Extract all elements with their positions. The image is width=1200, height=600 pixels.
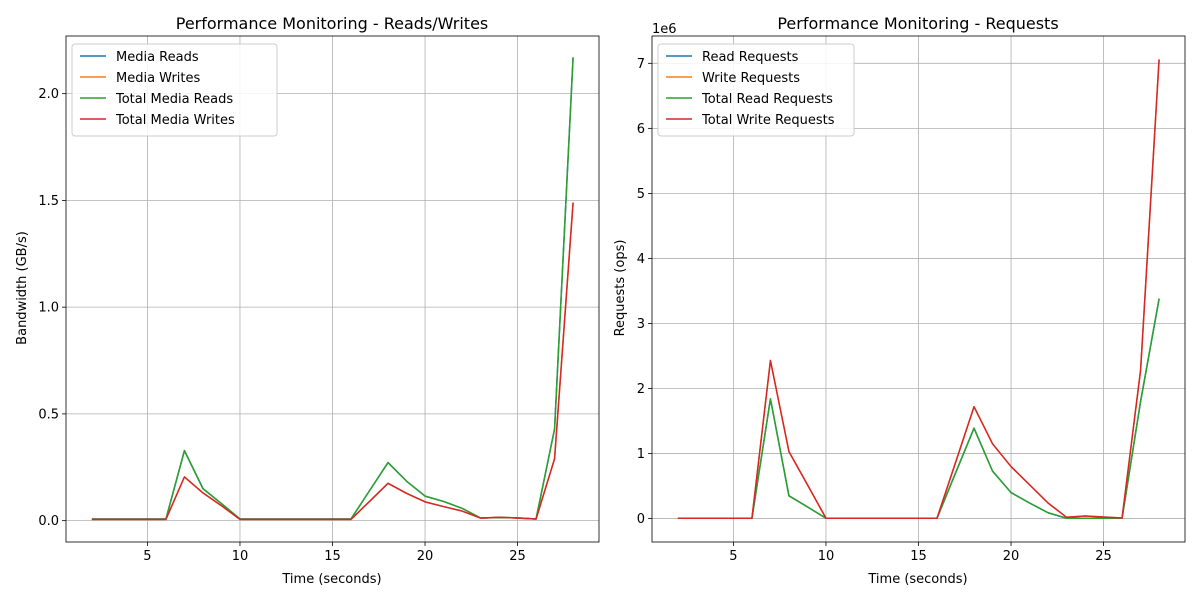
- x-tick-label: 5: [143, 549, 151, 564]
- y-tick-label: 2.0: [38, 87, 59, 102]
- left-y-axis-label: Bandwidth (GB/s): [15, 231, 30, 345]
- right-plot-area: 5 10 15 20 25 0 1 2 3 4 5 6 7 Read Requests Write Requ…: [637, 35, 1186, 564]
- x-tick-label: 10: [232, 549, 249, 564]
- left-chart: Performance Monitoring - Reads/Writes Ti…: [15, 14, 600, 587]
- y-tick-label: 1.5: [38, 194, 59, 209]
- legend-label: Total Write Requests: [701, 113, 835, 128]
- legend-label: Total Media Writes: [115, 113, 235, 128]
- y-tick-label: 7: [637, 57, 645, 72]
- left-chart-title: Performance Monitoring - Reads/Writes: [176, 14, 489, 33]
- y-tick-label: 0: [637, 512, 645, 527]
- left-x-axis-label: Time (seconds): [281, 572, 381, 587]
- legend-box: [71, 43, 278, 137]
- y-tick-label: 5: [637, 187, 645, 202]
- right-x-axis-label: Time (seconds): [867, 572, 967, 587]
- left-series-line-4: [91, 202, 574, 521]
- x-tick-label: 25: [509, 549, 526, 564]
- legend-label: Media Reads: [116, 50, 199, 65]
- legend-label: Total Read Requests: [701, 92, 833, 107]
- y-tick-label: 2: [637, 382, 645, 397]
- x-tick-label: 15: [910, 549, 927, 564]
- y-tick-label: 1: [637, 447, 645, 462]
- x-tick-label: 5: [729, 549, 737, 564]
- x-tick-label: 10: [818, 549, 835, 564]
- right-y-axis-label: Requests (ops): [613, 240, 628, 337]
- x-tick-label: 15: [324, 549, 341, 564]
- x-tick-label: 20: [417, 549, 434, 564]
- legend-label: Total Media Reads: [115, 92, 233, 107]
- y-tick-label: 1.0: [38, 301, 59, 316]
- right-offset-text: 1e6: [652, 22, 677, 37]
- legend-label: Write Requests: [702, 71, 800, 86]
- right-chart-title: Performance Monitoring - Requests: [777, 14, 1058, 33]
- legend-label: Read Requests: [702, 50, 799, 65]
- legend-label: Media Writes: [116, 71, 200, 86]
- legend-box: [657, 43, 855, 137]
- y-tick-label: 6: [637, 122, 645, 137]
- x-tick-label: 20: [1003, 549, 1020, 564]
- y-tick-label: 0.5: [38, 407, 59, 422]
- right-legend: Read Requests Write Requests Total Read Re…: [657, 43, 855, 137]
- right-chart: Performance Monitoring - Requests Time (…: [613, 14, 1186, 587]
- x-tick-label: 25: [1095, 549, 1112, 564]
- y-tick-label: 3: [637, 317, 645, 332]
- y-tick-label: 0.0: [38, 514, 59, 529]
- y-tick-label: 4: [637, 252, 645, 267]
- left-legend: Media Reads Media Writes Total Media Reads…: [71, 43, 278, 137]
- right-series-line-4: [677, 59, 1160, 520]
